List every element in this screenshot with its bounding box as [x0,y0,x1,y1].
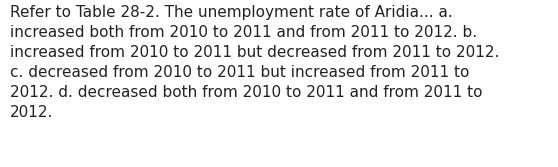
Text: Refer to Table 28-2. The unemployment rate of Aridia... a.
increased both from 2: Refer to Table 28-2. The unemployment ra… [10,5,499,120]
